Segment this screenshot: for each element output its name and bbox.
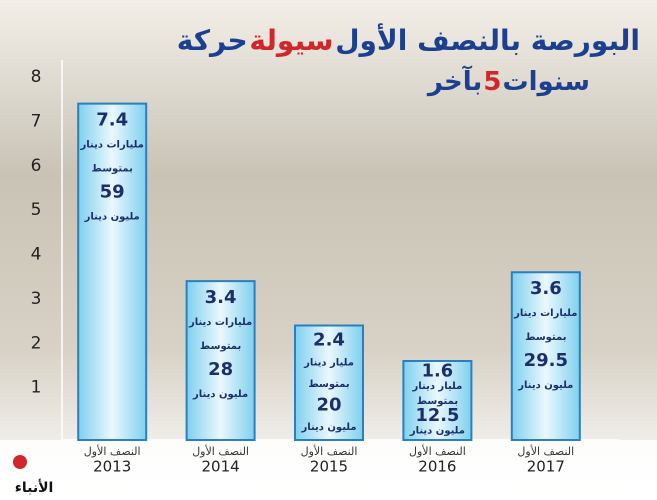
bar xyxy=(77,102,148,441)
value-unit: مليار دينار xyxy=(411,381,462,392)
y-tick-label: 6 xyxy=(31,156,42,176)
subtitle-part: سنوات xyxy=(502,67,590,97)
x-tick-prefix: النصف الأول xyxy=(409,444,466,458)
x-tick-prefix: النصف الأول xyxy=(301,444,358,458)
average-value: 12.5 xyxy=(416,406,460,426)
y-tick-label: 7 xyxy=(31,111,42,131)
average-word: بمتوسط xyxy=(200,341,241,352)
footer-band xyxy=(0,440,657,500)
average-value: 29.5 xyxy=(524,350,568,371)
y-tick-label: 1 xyxy=(31,378,42,398)
average-unit: مليون دينار xyxy=(192,389,248,400)
bar xyxy=(185,280,256,441)
value-label: 2.4 xyxy=(313,330,345,351)
value-label: 3.4 xyxy=(205,287,237,308)
bar xyxy=(402,360,473,441)
y-tick-label: 8 xyxy=(31,67,42,87)
value-unit: مليارات دينار xyxy=(513,308,577,319)
average-value: 59 xyxy=(100,181,125,202)
average-word: بمتوسط xyxy=(92,163,133,174)
title-part: حركة xyxy=(177,24,248,57)
source-logo: الأنباء xyxy=(15,479,54,496)
average-word: بمتوسط xyxy=(525,332,566,343)
value-label: 1.6 xyxy=(422,361,453,381)
average-word: بمتوسط xyxy=(308,379,349,390)
bar xyxy=(510,271,581,441)
value-label: 7.4 xyxy=(96,109,128,130)
title-part: البورصة بالنصف الأول xyxy=(335,23,640,57)
y-tick-label: 4 xyxy=(31,245,42,265)
value-unit: مليارات دينار xyxy=(80,139,144,150)
logo-icon xyxy=(13,455,27,469)
y-tick-label: 3 xyxy=(31,289,42,309)
average-unit: مليون دينار xyxy=(409,426,465,437)
x-tick-prefix: النصف الأول xyxy=(517,444,574,458)
x-tick-label: 2014 xyxy=(202,458,240,476)
value-unit: مليارات دينار xyxy=(188,317,252,328)
x-tick-label: 2013 xyxy=(93,458,131,476)
x-tick-prefix: النصف الأول xyxy=(84,444,141,458)
x-tick-prefix: النصف الأول xyxy=(192,444,249,458)
bar xyxy=(294,324,364,441)
value-unit: مليار دينار xyxy=(303,357,354,368)
average-value: 20 xyxy=(316,395,341,416)
y-tick-label: 5 xyxy=(31,200,42,220)
value-label: 3.6 xyxy=(530,278,562,299)
chart-subtitle: سنوات 5 بآخر xyxy=(426,65,590,97)
title-highlight: سيولة xyxy=(249,24,333,57)
average-unit: مليون دينار xyxy=(84,211,140,222)
subtitle-highlight: 5 xyxy=(483,67,501,97)
subtitle-part: بآخر xyxy=(426,65,482,97)
x-tick-label: 2015 xyxy=(310,458,348,476)
chart-title: البورصة بالنصف الأول سيولة حركة xyxy=(177,23,640,57)
x-tick-label: 2016 xyxy=(418,458,456,476)
x-tick-label: 2017 xyxy=(527,458,565,476)
y-tick-label: 2 xyxy=(31,333,42,353)
average-word: بمتوسط xyxy=(417,396,458,407)
average-unit: مليون دينار xyxy=(517,380,573,391)
average-unit: مليون دينار xyxy=(300,422,356,433)
average-value: 28 xyxy=(208,359,233,380)
